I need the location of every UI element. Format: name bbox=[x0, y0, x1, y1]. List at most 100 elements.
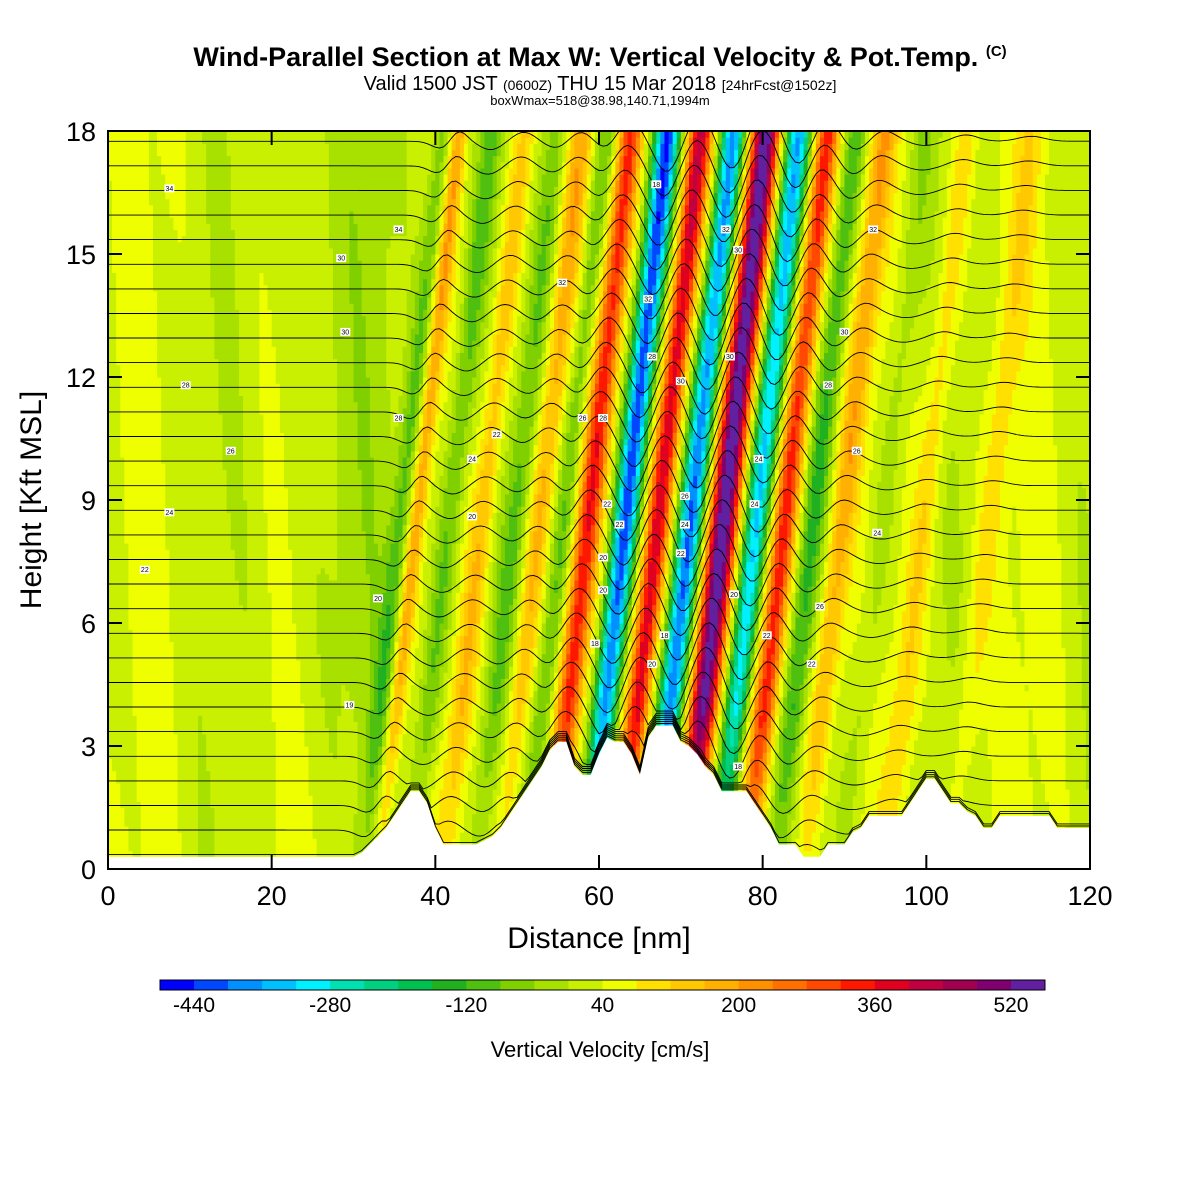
w-cell bbox=[276, 506, 281, 513]
w-cell bbox=[210, 826, 215, 833]
w-cell bbox=[190, 500, 195, 507]
w-cell bbox=[202, 703, 207, 710]
w-cell bbox=[239, 697, 244, 704]
w-cell bbox=[153, 795, 158, 802]
w-cell bbox=[251, 131, 256, 138]
w-cell bbox=[198, 764, 203, 771]
w-cell bbox=[161, 162, 166, 169]
w-cell bbox=[198, 728, 203, 735]
w-cell bbox=[214, 648, 219, 655]
w-cell bbox=[165, 266, 170, 273]
w-cell bbox=[137, 186, 142, 193]
w-cell bbox=[178, 229, 183, 236]
w-cell bbox=[268, 629, 273, 636]
w-cell bbox=[214, 783, 219, 790]
w-cell bbox=[263, 844, 268, 851]
w-cell bbox=[112, 691, 117, 698]
w-cell bbox=[112, 734, 117, 741]
w-cell bbox=[178, 445, 183, 452]
w-cell bbox=[243, 728, 248, 735]
w-cell bbox=[255, 334, 260, 341]
w-cell bbox=[112, 254, 117, 261]
w-cell bbox=[251, 328, 256, 335]
w-cell bbox=[173, 734, 178, 741]
w-cell bbox=[202, 377, 207, 384]
w-cell bbox=[149, 248, 154, 255]
w-cell bbox=[153, 143, 158, 150]
w-cell bbox=[210, 715, 215, 722]
w-cell bbox=[112, 445, 117, 452]
w-cell bbox=[116, 537, 121, 544]
w-cell bbox=[206, 439, 211, 446]
w-cell bbox=[268, 174, 273, 181]
w-cell bbox=[178, 721, 183, 728]
w-cell bbox=[165, 285, 170, 292]
w-cell bbox=[149, 309, 154, 316]
w-cell bbox=[268, 488, 273, 495]
w-cell bbox=[145, 660, 150, 667]
w-cell bbox=[169, 162, 174, 169]
w-cell bbox=[243, 605, 248, 612]
w-cell bbox=[137, 193, 142, 200]
w-cell bbox=[194, 365, 199, 372]
w-cell bbox=[165, 174, 170, 181]
w-cell bbox=[178, 844, 183, 851]
w-cell bbox=[165, 346, 170, 353]
w-cell bbox=[141, 236, 146, 243]
w-cell bbox=[263, 691, 268, 698]
w-cell bbox=[227, 377, 232, 384]
w-cell bbox=[182, 346, 187, 353]
w-cell bbox=[157, 506, 162, 513]
w-cell bbox=[202, 414, 207, 421]
w-cell bbox=[173, 475, 178, 482]
w-cell bbox=[161, 531, 166, 538]
w-cell bbox=[153, 297, 158, 304]
w-cell bbox=[218, 494, 223, 501]
w-cell bbox=[251, 832, 256, 839]
w-cell bbox=[112, 500, 117, 507]
w-cell bbox=[206, 229, 211, 236]
w-cell bbox=[276, 746, 281, 753]
w-cell bbox=[157, 814, 162, 821]
w-cell bbox=[137, 408, 142, 415]
w-cell bbox=[161, 654, 166, 661]
w-cell bbox=[145, 340, 150, 347]
w-cell bbox=[128, 820, 133, 827]
w-cell bbox=[194, 512, 199, 519]
w-cell bbox=[116, 623, 121, 630]
w-cell bbox=[198, 734, 203, 741]
w-cell bbox=[231, 808, 236, 815]
w-cell bbox=[272, 463, 277, 470]
w-cell bbox=[133, 266, 138, 273]
w-cell bbox=[116, 758, 121, 765]
w-cell bbox=[247, 285, 252, 292]
w-cell bbox=[206, 248, 211, 255]
w-cell bbox=[247, 709, 252, 716]
w-cell bbox=[124, 666, 129, 673]
w-cell bbox=[259, 174, 264, 181]
w-cell bbox=[198, 820, 203, 827]
w-cell bbox=[259, 635, 264, 642]
w-cell bbox=[227, 162, 232, 169]
w-cell bbox=[182, 445, 187, 452]
w-cell bbox=[243, 623, 248, 630]
w-cell bbox=[190, 685, 195, 692]
w-cell bbox=[178, 506, 183, 513]
w-cell bbox=[243, 242, 248, 249]
w-cell bbox=[235, 506, 240, 513]
w-cell bbox=[128, 660, 133, 667]
w-cell bbox=[169, 555, 174, 562]
w-cell bbox=[182, 703, 187, 710]
w-cell bbox=[149, 383, 154, 390]
w-cell bbox=[259, 783, 264, 790]
w-cell bbox=[145, 285, 150, 292]
w-cell bbox=[133, 709, 138, 716]
w-cell bbox=[268, 783, 273, 790]
w-cell bbox=[227, 543, 232, 550]
w-cell bbox=[112, 451, 117, 458]
w-cell bbox=[235, 629, 240, 636]
w-cell bbox=[157, 512, 162, 519]
w-cell bbox=[202, 242, 207, 249]
w-cell bbox=[153, 820, 158, 827]
w-cell bbox=[112, 605, 117, 612]
